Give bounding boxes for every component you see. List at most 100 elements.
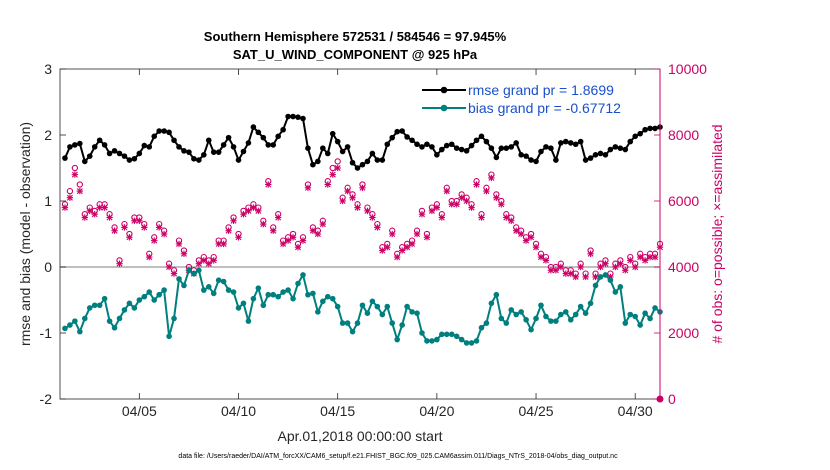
bias-point [240,300,247,307]
bias-point [91,302,98,309]
obs-series-group [61,158,664,403]
obs-assimilated-marker [106,214,113,221]
obs-assimilated-marker [552,267,560,274]
obs-assimilated-marker [126,234,133,241]
obs-assimilated-marker [622,267,629,274]
obs-assimilated-marker [160,230,168,238]
bias-point [597,274,604,280]
rmse-point [349,159,356,166]
rmse-point [310,161,316,168]
rmse-point [553,157,559,163]
legend-bias-text: bias grand pr = -0.67712 [468,100,621,116]
obs-assimilated-marker [602,260,609,267]
bias-point [86,305,93,311]
y-left-tick-label: 1 [44,193,52,209]
y-left-tick-label: -2 [40,391,53,407]
rmse-point [458,146,465,153]
bias-point [478,324,485,331]
obs-assimilated-marker [522,237,530,244]
bias-point [523,317,529,323]
rmse-point [280,126,286,133]
x-tick-label: 04/15 [320,403,355,419]
bias-point [191,270,197,277]
rmse-point [404,134,410,140]
bias-point [72,318,78,324]
rmse-point [156,128,162,134]
rmse-point [582,157,589,163]
rmse-point [91,144,98,150]
rmse-point [503,145,510,151]
bias-point [349,328,356,335]
bias-point [131,305,138,311]
obs-assimilated-marker [463,197,470,205]
obs-assimilated-marker [274,214,282,221]
legend-rmse-text: rmse grand pr = 1.8699 [468,82,614,98]
obs-assimilated-marker [369,214,376,221]
rmse-point [225,134,232,141]
bias-point [508,307,515,313]
bias-point [369,298,376,305]
rmse-point [508,144,515,150]
rmse-point [215,149,222,155]
obs-assimilated-marker [646,253,654,261]
rmse-point [111,148,118,154]
rmse-point [399,128,405,134]
rmse-point [533,158,539,165]
bias-point [126,300,133,307]
rmse-point [329,130,336,137]
bias-point [602,272,609,278]
rmse-point [305,145,311,151]
plot-area [60,69,660,399]
y-right-tick-label: 4000 [668,259,699,275]
bias-point [543,313,549,320]
rmse-point [121,153,128,159]
obs-possible-marker [76,181,83,188]
obs-assimilated-marker [121,224,128,231]
rmse-point [77,140,83,147]
obs-assimilated-marker [175,240,183,248]
obs-assimilated-marker [299,237,307,244]
bias-point [458,336,465,343]
rmse-point [488,145,495,151]
rmse-point [429,144,435,150]
rmse-point [389,134,396,141]
obs-assimilated-marker [582,273,589,281]
bias-point [186,267,192,274]
bias-point [220,278,227,285]
bias-point [156,291,162,298]
rmse-point [637,130,643,137]
bias-point [558,311,564,318]
bias-point [270,291,277,298]
bias-point [305,291,311,298]
bias-point [151,297,158,303]
bias-point [399,322,405,328]
bias-point [518,309,524,315]
rmse-point [270,142,277,148]
y-axis-right-label: # of obs: o=possible; ×=assimilated [709,124,725,343]
obs-assimilated-marker [512,227,520,234]
obs-assimilated-marker [413,230,421,238]
bias-point [141,293,148,300]
rmse-point [161,128,167,134]
bias-point [116,315,123,322]
bias-point [171,315,177,322]
rmse-point [558,140,564,146]
bias-point [215,277,222,284]
obs-assimilated-marker [255,207,262,215]
rmse-point [290,113,296,120]
bias-point [493,291,500,298]
obs-assimilated-marker [136,217,143,224]
bias-point [617,284,624,290]
obs-assimilated-marker [329,171,336,178]
obs-assimilated-marker [195,260,203,267]
bias-point [562,309,569,315]
obs-assimilated-marker [146,253,153,261]
x-tick-label: 04/30 [618,403,653,419]
bias-point [652,305,658,311]
rmse-point [642,126,648,133]
obs-assimilated-marker [334,164,341,172]
rmse-point [72,142,78,148]
obs-assimilated-marker [428,207,436,215]
obs-assimilated-marker [354,204,361,211]
rmse-point [334,138,341,145]
